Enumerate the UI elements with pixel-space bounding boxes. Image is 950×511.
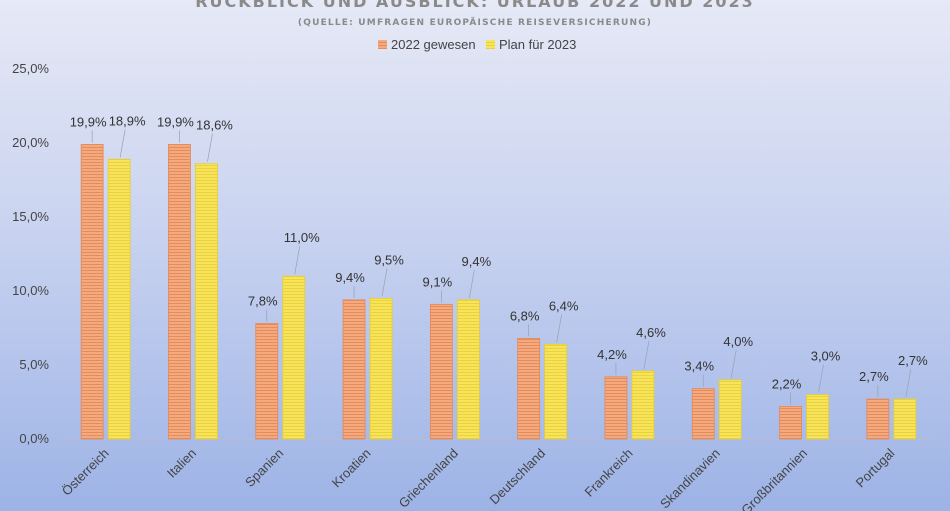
category-label: Großbritannien (738, 446, 810, 511)
y-axis: 0,0% 5,0% 10,0% 15,0% 20,0% 25,0% (12, 61, 49, 446)
legend-label-2022: 2022 gewesen (391, 37, 476, 52)
label-leader-line (905, 368, 912, 398)
bar-2022 (691, 388, 715, 440)
category-label: Italien (164, 446, 199, 481)
data-label: 3,4% (684, 359, 714, 374)
y-tick-label: 5,0% (19, 357, 49, 372)
legend-label-2023: Plan für 2023 (499, 37, 576, 52)
data-label: 19,9% (157, 114, 194, 129)
bar-2022 (866, 398, 890, 440)
legend-swatch-2023 (486, 40, 495, 49)
bar-2022 (342, 299, 366, 440)
data-label: 6,4% (549, 298, 579, 313)
label-leader-line (818, 364, 824, 393)
category-label: Kroatien (329, 446, 374, 491)
chart-title: RÜCKBLICK UND AUSBLICK: URLAUB 2022 UND … (195, 0, 755, 11)
bars (80, 144, 917, 440)
data-label: 3,0% (811, 349, 841, 364)
category-label: Skandinavien (657, 446, 723, 511)
data-label: 11,0% (284, 230, 320, 245)
bar-2023 (544, 343, 568, 440)
chart-subtitle: (QUELLE: UMFRAGEN EUROPÄISCHE REISEVERSI… (298, 17, 652, 28)
legend: 2022 gewesen Plan für 2023 (378, 37, 576, 52)
label-leader-line (643, 340, 650, 369)
bar-2023 (282, 275, 306, 440)
label-leader-line (469, 269, 475, 298)
category-label: Spanien (242, 446, 286, 490)
bar-2023 (893, 398, 917, 440)
category-label: Österreich (59, 446, 112, 499)
bar-2022 (517, 337, 541, 440)
legend-swatch-2022 (378, 40, 387, 49)
bar-2022 (604, 376, 628, 440)
data-label: 2,2% (772, 376, 802, 391)
y-tick-label: 20,0% (12, 135, 49, 150)
bar-2023 (195, 163, 218, 440)
bar-2023 (369, 297, 393, 440)
data-label: 7,8% (248, 294, 278, 309)
bar-2022 (168, 144, 191, 440)
bar-2023 (718, 379, 742, 440)
bar-2023 (631, 370, 655, 440)
bar-2023 (107, 158, 131, 440)
label-leader-line (730, 349, 737, 378)
data-label: 9,4% (335, 270, 365, 285)
data-label: 2,7% (859, 369, 889, 384)
y-tick-label: 15,0% (12, 209, 49, 224)
category-label: Deutschland (487, 446, 549, 508)
data-label: 4,2% (597, 347, 627, 362)
bar-2022 (255, 323, 279, 440)
category-labels: Österreich Italien Spanien Kroatien Griechen… (59, 445, 898, 511)
data-labels: 19,9% 18,9% 19,9% 18,6%7,8%11,0%9,4%9,5%9,1… (70, 113, 928, 405)
bar-2023 (456, 299, 480, 440)
category-label: Frankreich (582, 446, 636, 500)
label-leader-line (556, 314, 562, 343)
category-label: Portugal (853, 445, 898, 490)
data-label: 6,8% (510, 308, 540, 323)
y-tick-label: 0,0% (19, 431, 49, 446)
y-tick-label: 10,0% (12, 283, 49, 298)
data-label: 9,5% (374, 252, 404, 267)
category-label: Griechenland (396, 446, 461, 511)
label-leader-line (207, 133, 213, 162)
data-label: 18,6% (196, 118, 233, 133)
data-label: 9,1% (423, 274, 453, 289)
bar-2022 (80, 144, 104, 440)
label-leader-line (381, 268, 388, 297)
data-label: 2,7% (898, 353, 928, 368)
label-leader-line (119, 129, 126, 158)
data-label: 4,6% (636, 325, 666, 340)
label-leader-line (294, 246, 301, 275)
bar-2023 (806, 394, 829, 440)
y-tick-label: 25,0% (12, 61, 49, 76)
data-label: 18,9% (109, 113, 146, 128)
bar-2022 (779, 406, 802, 440)
data-label: 4,0% (723, 334, 753, 349)
bar-2022 (429, 303, 453, 440)
data-label: 9,4% (462, 254, 492, 269)
data-label: 19,9% (70, 114, 107, 129)
